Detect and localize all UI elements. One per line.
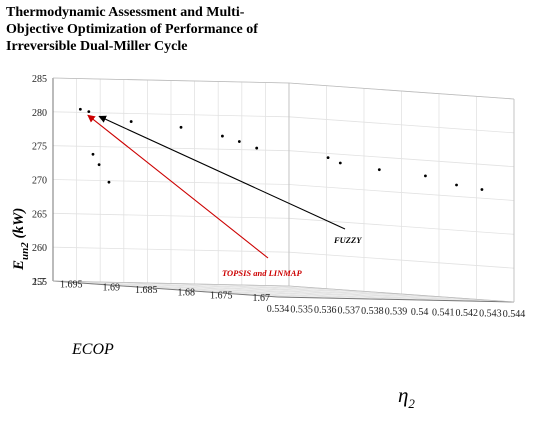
- data-point: [78, 107, 82, 111]
- chart-title: Thermodynamic Assessment and Multi-Objec…: [6, 5, 258, 54]
- data-point: [179, 125, 183, 129]
- data-point: [480, 188, 484, 191]
- x-axis-title: η2: [398, 383, 415, 411]
- x-tick-label: 0.535: [290, 305, 313, 316]
- x-tick-label: 0.537: [338, 306, 361, 317]
- y-tick-label: 1.69: [103, 282, 121, 293]
- z-tick-label: 285: [32, 74, 47, 85]
- back-grid-z: [52, 246, 290, 253]
- annotations: FUZZY TOPSIS and LINMAP: [87, 114, 362, 278]
- y-tick-label: 1.675: [210, 290, 233, 301]
- z-tick-label: 260: [32, 243, 47, 254]
- x-tick-label: 0.538: [361, 306, 384, 317]
- side-floor-edge: [288, 285, 515, 303]
- x-tick-label: 0.54: [411, 307, 429, 318]
- data-point: [107, 180, 111, 184]
- x-tick-label: 0.534: [267, 304, 290, 315]
- side-grid-z: [288, 251, 515, 269]
- annotation-label: FUZZY: [333, 235, 362, 245]
- side-grid-z: [288, 116, 515, 134]
- x-axis-title-subscript: 2: [408, 396, 415, 411]
- y-axis-title: ECOP: [71, 341, 114, 358]
- floor-grid-y: [90, 283, 327, 290]
- z-axis-title: Eun2 (kW): [11, 208, 31, 271]
- floor-grid-y: [202, 291, 440, 298]
- data-point: [255, 146, 259, 150]
- back-grid-z: [52, 145, 290, 152]
- y-tick-label: 1.695: [60, 280, 83, 291]
- data-point: [424, 174, 427, 178]
- data-point: [87, 110, 91, 114]
- y-tick-label: 1.67: [253, 293, 271, 304]
- z-axis-title-unit: (kW): [11, 208, 27, 243]
- y-axis-line: [52, 280, 279, 298]
- data-point: [455, 183, 458, 187]
- data-point: [326, 156, 330, 160]
- annotation-label: TOPSIS and LINMAP: [222, 268, 302, 278]
- floor-grid-y: [165, 288, 402, 295]
- tick-labels: 0.534 0.535 0.536 0.537 0.538 0.539 0.54 0.541 0…: [32, 74, 525, 320]
- y-tick-label: 1.7: [33, 277, 46, 288]
- floor-grid-y: [127, 285, 365, 292]
- annotation-arrow: [87, 114, 269, 259]
- z-axis-title-subscript: un2: [19, 242, 31, 260]
- data-points: [78, 107, 484, 191]
- z-tick-label: 275: [32, 142, 47, 153]
- data-point: [237, 140, 241, 143]
- side-grid-z: [288, 150, 515, 168]
- side-grid-z: [288, 184, 515, 201]
- x-tick-label: 0.541: [432, 308, 455, 319]
- back-grid-z: [52, 111, 290, 118]
- data-point: [91, 152, 95, 156]
- floor-grid-y: [240, 293, 477, 300]
- annotation-arrow: [98, 115, 346, 230]
- z-tick-label: 265: [32, 209, 47, 220]
- back-grid-z: [52, 179, 290, 185]
- data-point: [338, 161, 342, 165]
- data-point: [129, 120, 133, 123]
- data-point: [377, 168, 381, 172]
- top-side-edge: [288, 82, 515, 100]
- x-axis-line: [277, 296, 515, 303]
- y-tick-label: 1.68: [178, 288, 196, 299]
- top-back-edge: [52, 77, 290, 84]
- data-point: [97, 163, 101, 167]
- y-tick-label: 1.685: [135, 285, 158, 296]
- x-tick-label: 0.539: [385, 307, 408, 318]
- x-tick-label: 0.542: [456, 308, 479, 319]
- x-tick-label: 0.544: [503, 309, 526, 320]
- back-floor-edge: [52, 280, 290, 287]
- axes-frame: [52, 77, 515, 303]
- x-tick-label: 0.543: [479, 309, 502, 320]
- z-tick-label: 280: [32, 108, 47, 119]
- z-tick-label: 255: [32, 277, 47, 288]
- z-tick-label: 270: [32, 176, 47, 187]
- back-grid-z: [52, 212, 290, 219]
- x-tick-label: 0.536: [314, 305, 337, 316]
- data-point: [221, 134, 224, 138]
